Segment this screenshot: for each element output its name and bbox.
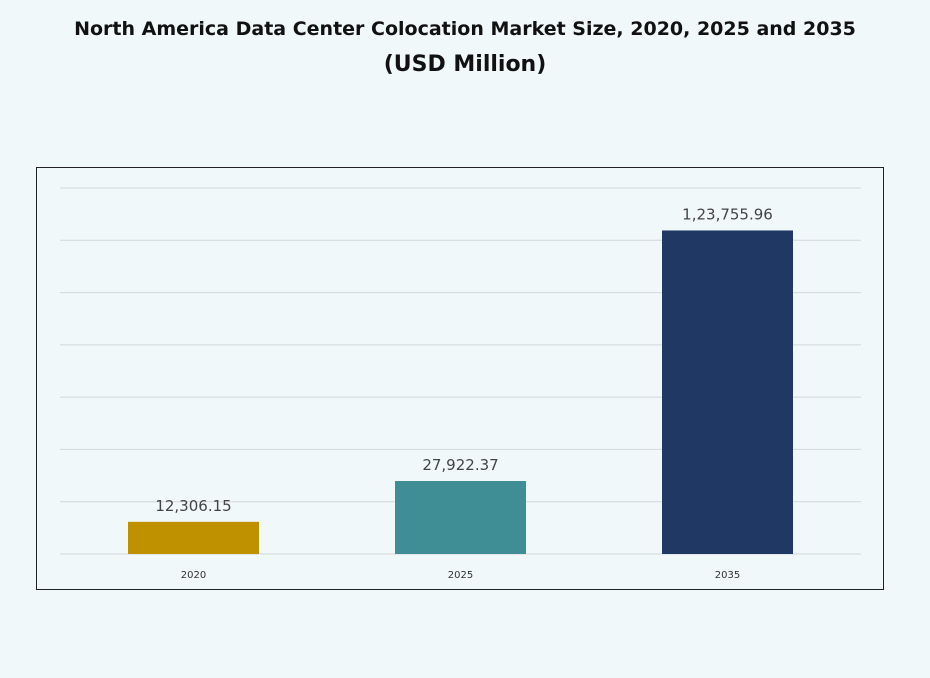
data-label-2035: 1,23,755.96 <box>682 205 773 223</box>
chart-frame <box>36 167 884 590</box>
x-tick-label-2035: 2035 <box>715 570 740 581</box>
bar-2025 <box>395 481 526 554</box>
x-tick-label-2025: 2025 <box>448 570 473 581</box>
data-label-2020: 12,306.15 <box>155 497 231 515</box>
data-label-2025: 27,922.37 <box>422 456 498 474</box>
chart-title: North America Data Center Colocation Mar… <box>74 18 856 40</box>
x-tick-label-2020: 2020 <box>181 570 206 581</box>
bar-2020 <box>128 521 259 554</box>
bar-2035 <box>662 230 793 555</box>
chart-subtitle: (USD Million) <box>383 52 547 77</box>
